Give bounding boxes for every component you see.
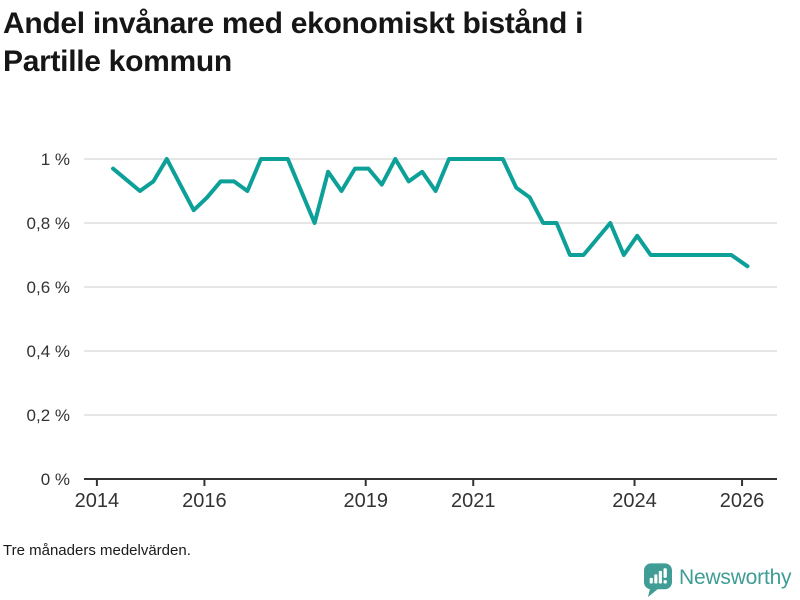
- x-tick-label: 2024: [612, 490, 657, 512]
- data-line-partille: [111, 157, 750, 269]
- speech-bubble-shape: [644, 563, 672, 598]
- y-tick-label: 0,6 %: [27, 278, 70, 297]
- page-title-line1: Andel invånare med ekonomiskt bistånd i: [3, 7, 584, 40]
- y-tick-label: 1 %: [41, 150, 70, 169]
- newsworthy-logo-icon: [644, 563, 672, 598]
- y-tick-label: 0,2 %: [27, 406, 70, 425]
- logo-bar-large: [658, 570, 662, 584]
- line-chart: 0 % 0,2 % 0,4 % 0,6 % 0,8 % 1 % 2014 2016 2019 20…: [27, 150, 777, 512]
- logo-bar-medium: [654, 574, 658, 584]
- page-title-line2: Partille kommun: [3, 45, 232, 78]
- x-tick-label: 2026: [720, 490, 765, 512]
- logo-exclamation-bar: [663, 568, 667, 578]
- y-tick-label: 0,4 %: [27, 342, 70, 361]
- newsworthy-brand: Newsworthy: [644, 562, 792, 598]
- x-tick-label: 2014: [75, 490, 120, 512]
- logo-bar-small: [649, 577, 653, 584]
- chart-footnote: Tre månaders medelvärden.: [3, 542, 191, 559]
- y-tick-label: 0,8 %: [27, 214, 70, 233]
- x-tick-label: 2019: [343, 490, 388, 512]
- x-tick-label: 2021: [451, 490, 496, 512]
- page-title: Andel invånare med ekonomiskt bistånd i …: [3, 5, 773, 81]
- x-tick-label: 2016: [182, 490, 227, 512]
- logo-exclamation-dot: [663, 580, 667, 584]
- y-tick-label: 0 %: [41, 470, 70, 489]
- newsworthy-logo-text: Newsworthy: [679, 566, 792, 589]
